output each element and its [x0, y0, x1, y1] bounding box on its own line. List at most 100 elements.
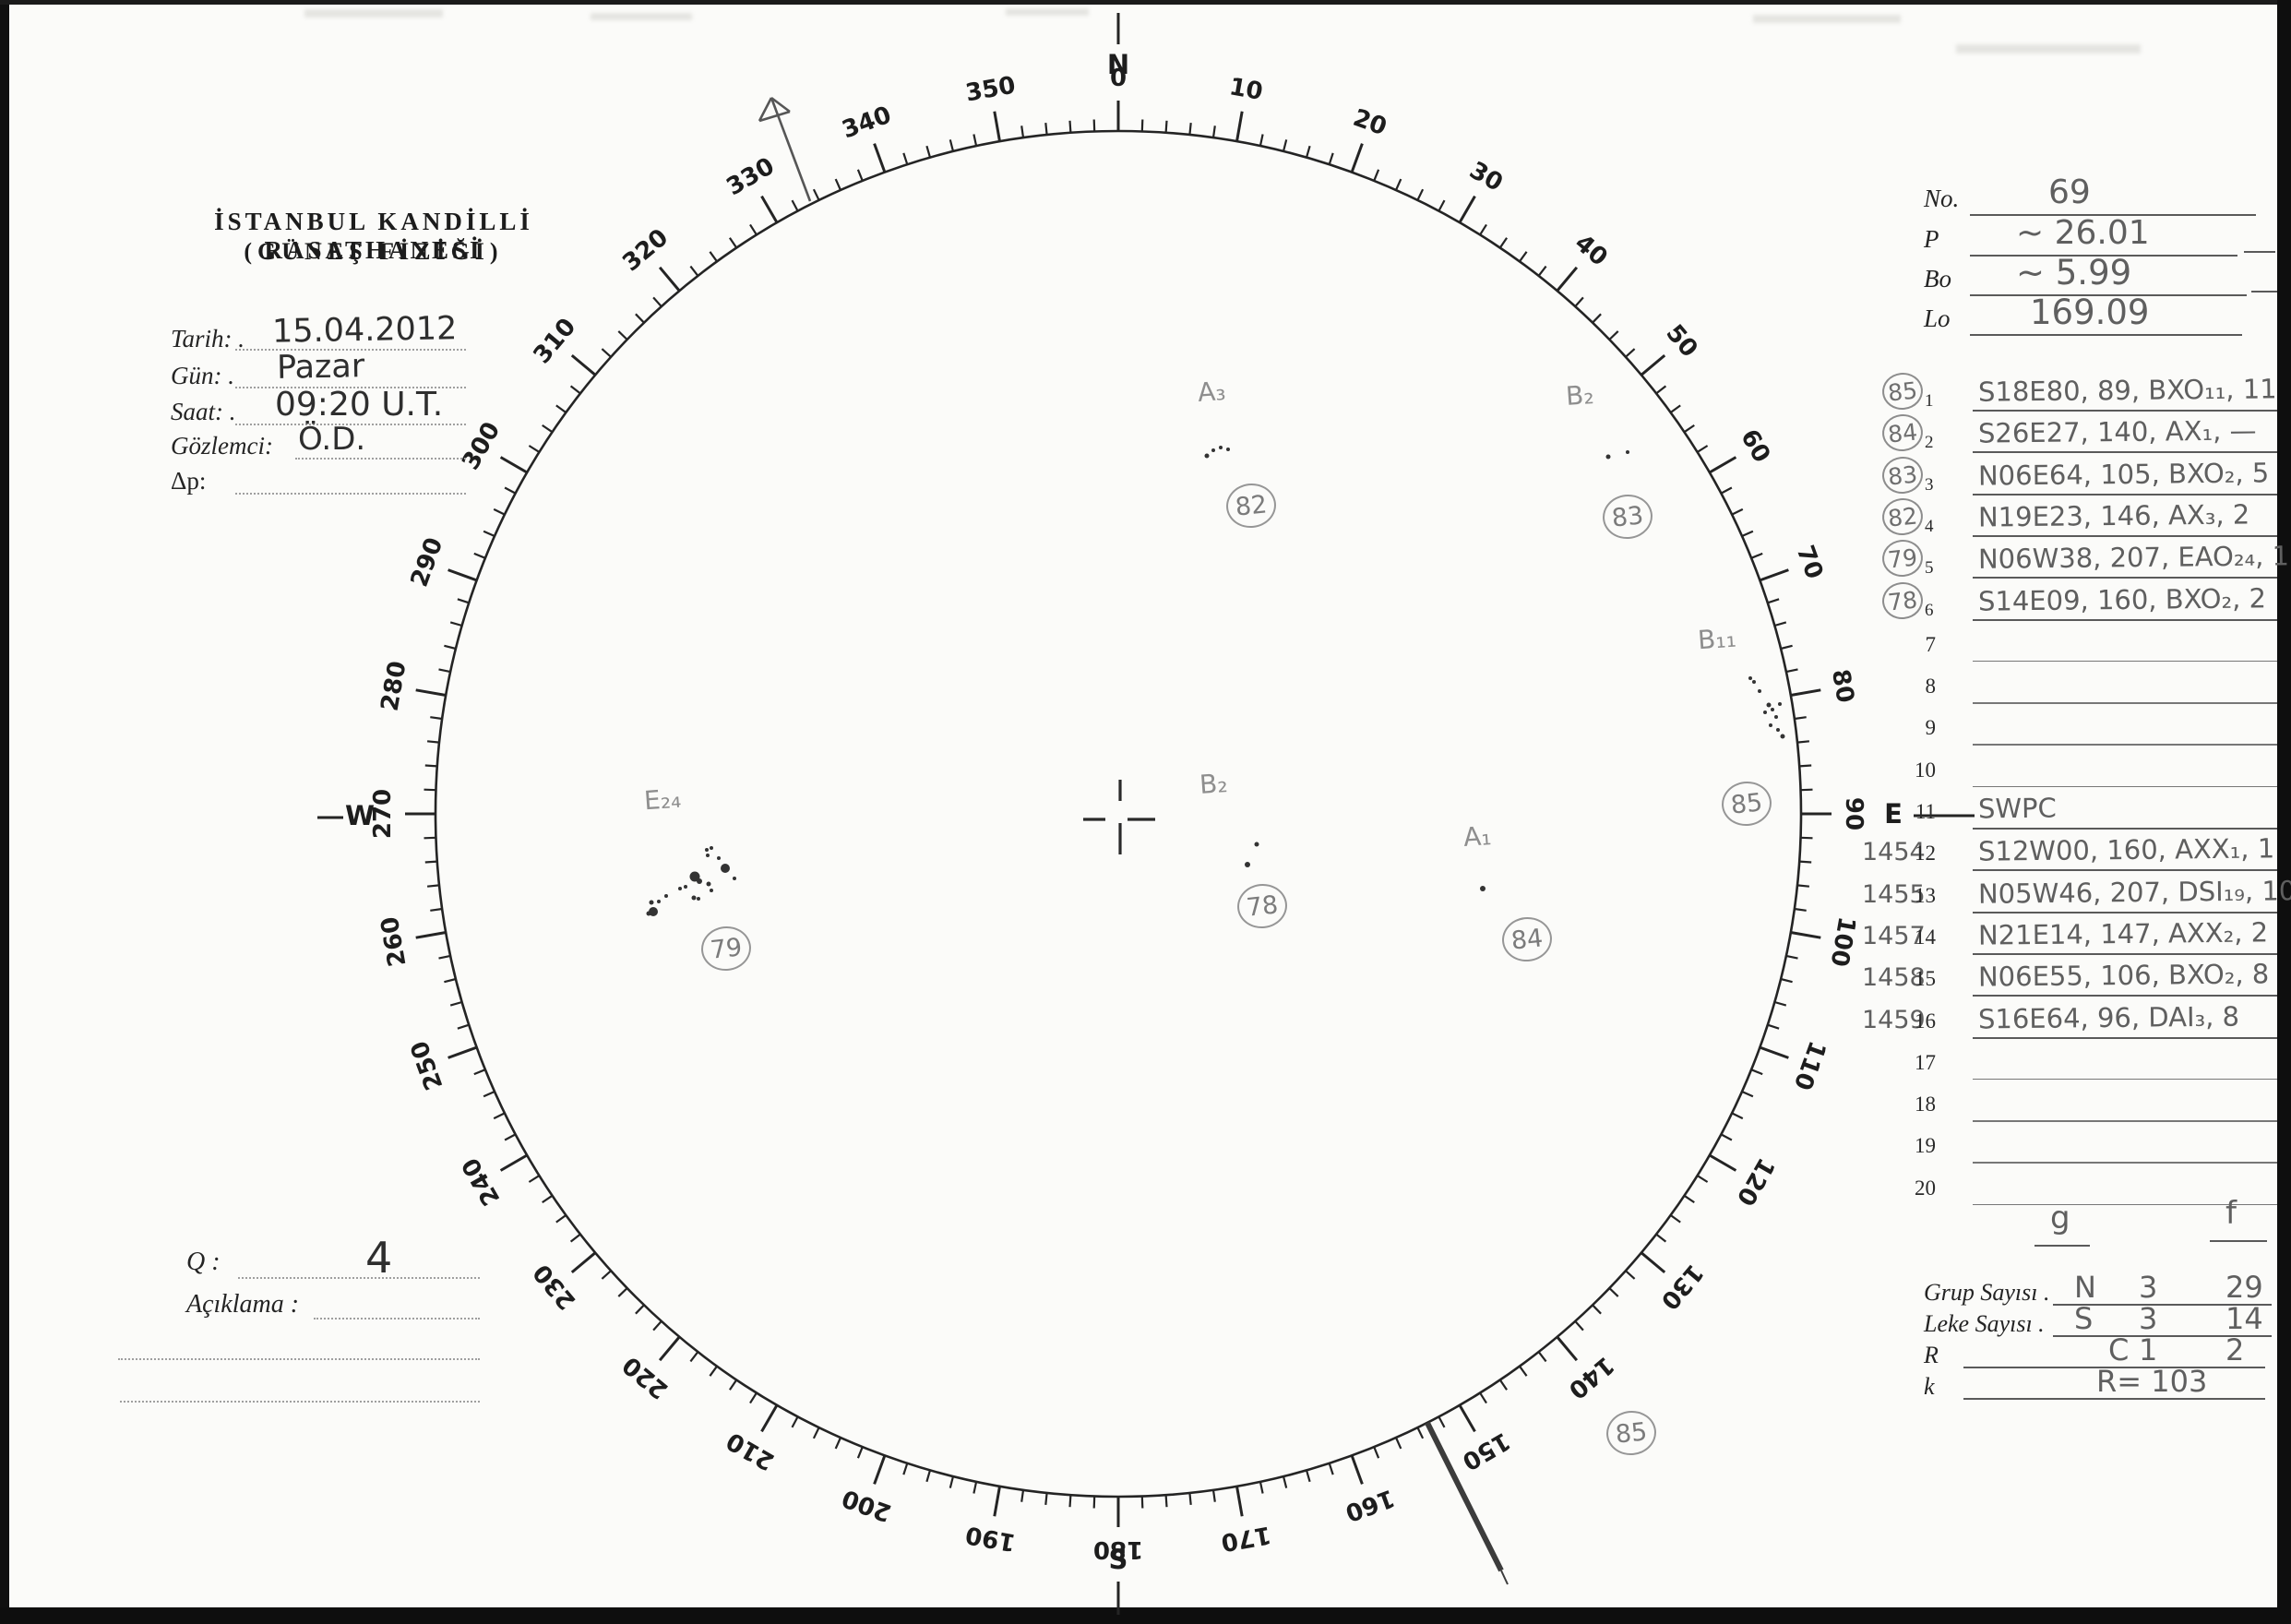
group-entry-row: 19	[1845, 1123, 2279, 1167]
summary-row-c1: 3	[2139, 1301, 2158, 1336]
eph-lo-label: Lo	[1924, 304, 1951, 332]
east-label: E	[1884, 798, 1903, 830]
field-tarih-line	[235, 349, 466, 351]
west-label: W	[345, 800, 375, 831]
field-gun-label: Gün: .	[171, 362, 234, 389]
svg-text:260: 260	[376, 914, 412, 969]
field-saat-line	[235, 424, 466, 425]
row-number: 13	[1915, 883, 1936, 907]
summary-row-hand: S	[2074, 1301, 2094, 1336]
summary-row-line	[1963, 1398, 2265, 1400]
cardinal-dashes	[317, 13, 1975, 1615]
eph-no-value: 69	[2048, 173, 2091, 211]
eph-bo-line2	[2251, 291, 2277, 293]
group-entry-text: N19E23, 146, AX₃, 2	[1977, 498, 2250, 533]
sunspot-group-label: B₂	[1198, 767, 1229, 801]
north-label: N	[1107, 49, 1129, 80]
svg-text:190: 190	[963, 1520, 1018, 1556]
entry-underline	[1973, 702, 2277, 704]
swpc-region-number: 1457	[1862, 921, 1926, 950]
svg-text:220: 220	[617, 1351, 674, 1404]
summary-row-label: R	[1924, 1342, 1939, 1368]
row-number: 11	[1915, 800, 1936, 823]
summary-row-c2: 2	[2225, 1332, 2245, 1367]
svg-text:70: 70	[1791, 542, 1829, 582]
field-tarih-label: Tarih: .	[171, 325, 245, 352]
q-value: 4	[365, 1233, 393, 1283]
aciklama-label: Açıklama :	[186, 1290, 300, 1319]
row-number: 17	[1915, 1050, 1936, 1074]
svg-text:150: 150	[1457, 1427, 1514, 1475]
entry-underline	[1973, 785, 2277, 788]
svg-text:340: 340	[839, 102, 895, 145]
field-gozlemci-line	[295, 458, 466, 460]
entry-underline	[1973, 1203, 2277, 1206]
scan-smudge	[1006, 8, 1089, 16]
entry-underline	[1973, 952, 2277, 955]
field-tarih-value: 15.04.2012	[271, 310, 458, 351]
svg-text:290: 290	[406, 534, 449, 591]
svg-text:170: 170	[1219, 1520, 1273, 1556]
svg-text:60: 60	[1735, 424, 1775, 467]
row-number: 9	[1925, 716, 1937, 740]
group-number-circled: 79	[1880, 537, 1925, 579]
eph-no-label: No.	[1924, 185, 1960, 212]
center-cross	[1083, 780, 1155, 854]
row-number: 1	[1925, 391, 1934, 411]
entry-underline	[1973, 911, 2277, 914]
summary-col1-header: g	[2050, 1200, 2070, 1236]
summary-row-c2: 14	[2225, 1301, 2263, 1336]
group-entry-row: 79 5 N06W38, 207, EAO₂₄, 11	[1845, 537, 2291, 582]
entry-underline	[1973, 577, 2277, 579]
group-entry-row: 78 6 S14E09, 160, BXO₂, 2	[1845, 579, 2279, 625]
entry-underline	[1973, 660, 2277, 663]
svg-text:310: 310	[529, 313, 582, 369]
aciklama-line-2	[118, 1358, 480, 1360]
eph-bo-label: Bo	[1924, 265, 1951, 293]
svg-text:90: 90	[1840, 797, 1867, 830]
summary-col1-underline	[2034, 1245, 2090, 1247]
group-entry-text: N21E14, 147, AXX₂, 2	[1977, 916, 2269, 951]
field-dp-line	[235, 493, 466, 495]
summary-row-hand: R= 103	[2096, 1364, 2208, 1399]
entry-underline	[1973, 618, 2277, 621]
group-entry-text: S12W00, 160, AXX₁, 1	[1977, 832, 2275, 867]
eph-p-line2	[2244, 251, 2275, 253]
aciklama-line-1	[314, 1318, 480, 1320]
swpc-region-number: 1459	[1862, 1005, 1926, 1034]
group-entry-text: S26E27, 140, AX₁, —	[1977, 414, 2257, 449]
group-entry-text: N06E55, 106, BXO₂, 8	[1977, 958, 2270, 993]
degree-ticks	[405, 101, 1832, 1527]
group-number-circled: 78	[1880, 579, 1925, 621]
group-entry-text: N06E64, 105, BXO₂, 5	[1977, 456, 2270, 492]
eph-p-value: ~ 26.01	[2016, 214, 2150, 252]
row-number: 18	[1915, 1093, 1936, 1116]
summary-row-line	[1963, 1367, 2265, 1368]
swpc-region-number: 1454	[1862, 838, 1926, 867]
group-number-circled: 82	[1880, 496, 1925, 538]
eph-p-label: P	[1924, 225, 1939, 253]
row-number: 8	[1925, 675, 1937, 699]
observatory-title: İSTANBUL KANDİLLİ RASATHANESİ	[214, 208, 533, 264]
row-number: 19	[1915, 1134, 1936, 1158]
group-entry-row: 11 SWPC	[1845, 789, 2279, 833]
field-gun-line	[235, 387, 466, 388]
svg-text:230: 230	[529, 1259, 582, 1315]
field-saat-label: Saat: .	[171, 398, 236, 425]
group-entry-row: 84 2 S26E27, 140, AX₁, —	[1845, 412, 2279, 457]
svg-text:350: 350	[963, 72, 1018, 108]
eph-lo-line	[1970, 334, 2242, 336]
entry-underline	[1973, 451, 2277, 454]
group-entry-text: S14E09, 160, BXO₂, 2	[1977, 581, 2267, 617]
group-entry-text: S16E64, 96, DAI₃, 8	[1977, 1000, 2240, 1034]
svg-text:50: 50	[1660, 319, 1702, 363]
entry-underline	[1973, 534, 2277, 537]
observatory-subtitle: (GÜNEŞ FİZİĞİ)	[244, 238, 504, 265]
sunspot-group-label: B₂	[1564, 378, 1595, 412]
group-number-circled: 83	[1880, 454, 1925, 496]
sunspot-dots	[646, 446, 1785, 916]
scan-smudge	[1956, 44, 2141, 54]
summary-row-c1: 1	[2139, 1332, 2158, 1367]
group-entry-row: 1454 12 S12W00, 160, AXX₁, 1	[1845, 830, 2279, 875]
